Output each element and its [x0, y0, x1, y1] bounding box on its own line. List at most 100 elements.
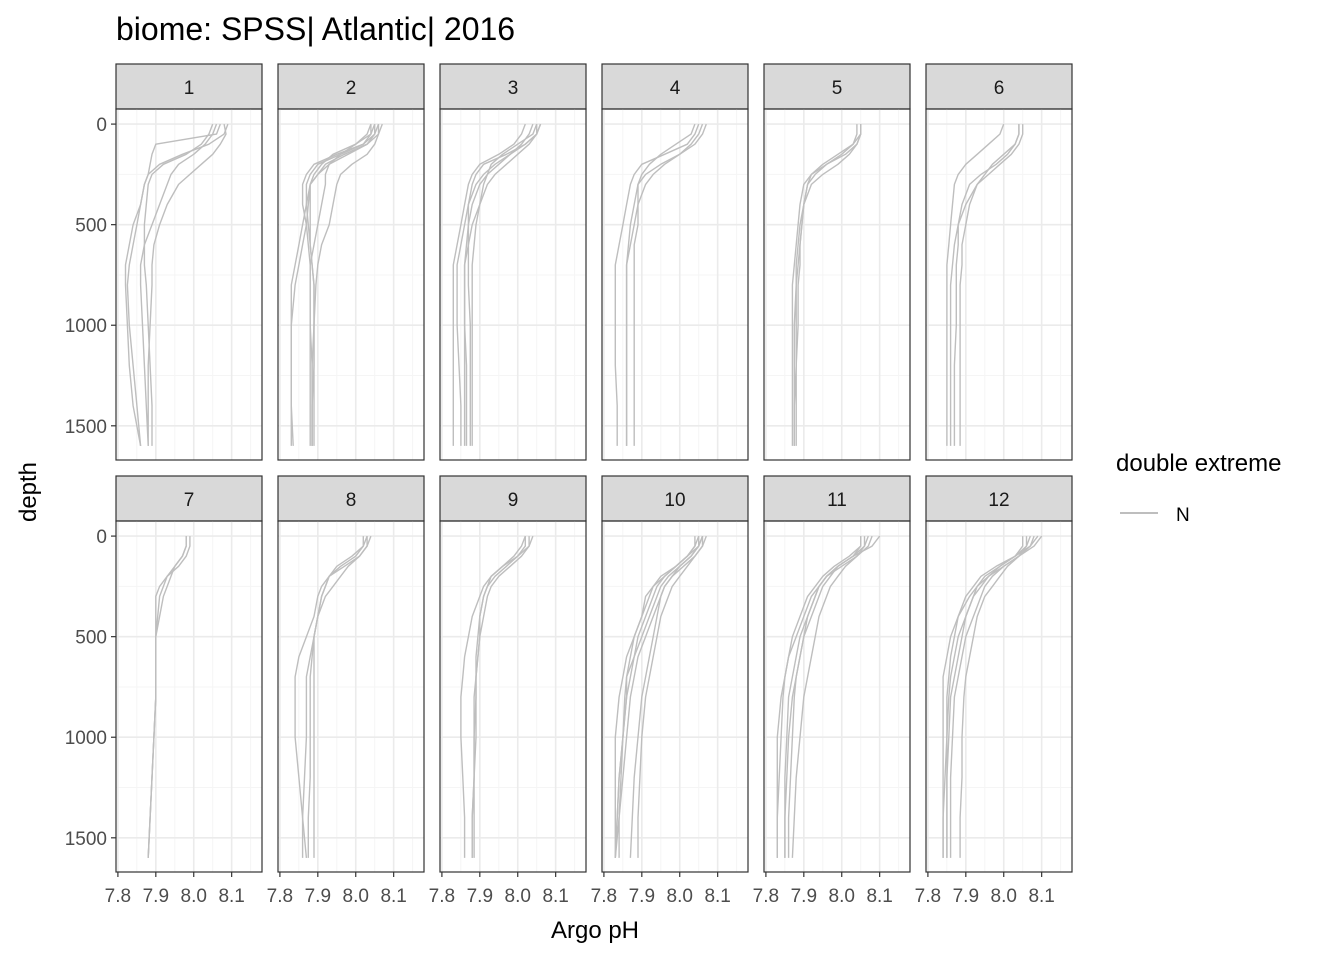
panel-border [439, 108, 587, 461]
x-tick-label: 7.8 [915, 886, 941, 907]
profile-line-6-2 [949, 124, 1024, 446]
x-tick-label: 7.9 [467, 886, 493, 907]
legend-title: double extreme [1116, 450, 1281, 477]
profile-line-11-4 [776, 536, 862, 858]
x-tick-label: 8.0 [505, 886, 531, 907]
x-axis-title: Argo pH [551, 917, 639, 944]
profile-line-3-5 [463, 124, 538, 446]
profile-line-9-4 [473, 535, 526, 858]
profile-line-9-1 [471, 536, 530, 858]
x-tick-label: 8.1 [704, 886, 730, 907]
profile-line-5-4 [793, 124, 862, 446]
x-tick-label: 8.1 [866, 886, 892, 907]
profile-line-12-6 [942, 535, 1031, 858]
profile-line-12-2 [946, 535, 1039, 858]
profile-line-1-2 [126, 123, 221, 446]
profile-line-4-1 [614, 123, 700, 446]
y-tick-label: 500 [75, 216, 107, 237]
panel-border [277, 108, 425, 461]
facet-panel-1: 1 0 500 1000 1500 [65, 63, 263, 461]
x-tick-label: 7.8 [267, 886, 293, 907]
facet-strip [601, 63, 749, 110]
facet-strip-label: 5 [832, 78, 843, 99]
facet-strip [925, 475, 1073, 522]
facet-strip [115, 63, 263, 110]
profile-line-6-4 [946, 123, 1005, 446]
profile-line-12-4 [949, 535, 1043, 858]
facet-panel-12: 12 7.8 7.9 8.0 8.1 [915, 475, 1073, 907]
y-tick-label: 1500 [65, 417, 107, 438]
profile-line-2-1 [311, 124, 380, 446]
profile-line-7-3 [147, 536, 187, 858]
profile-line-5-1 [791, 124, 862, 446]
profile-line-11-5 [787, 535, 873, 858]
x-tick-label: 8.1 [1028, 886, 1054, 907]
profile-line-2-6 [309, 123, 376, 446]
panel-border [439, 520, 587, 873]
facet-panel-9: 9 7.8 7.9 8.0 8.1 [429, 475, 587, 907]
profile-line-2-7 [290, 123, 372, 446]
facet-strip-label: 3 [508, 78, 519, 99]
profile-line-9-2 [460, 536, 526, 858]
x-tick-label: 8.0 [991, 886, 1017, 907]
y-tick-label: 500 [75, 628, 107, 649]
profile-line-10-7 [614, 535, 704, 858]
x-tick-label: 7.9 [143, 886, 169, 907]
legend: double extreme N [1116, 450, 1281, 526]
x-tick-label: 7.8 [105, 886, 131, 907]
profile-line-12-1 [942, 535, 1035, 858]
profile-line-2-5 [309, 123, 383, 446]
profile-line-1-4 [124, 123, 229, 447]
profile-line-4-2 [625, 123, 704, 446]
legend-label-n: N [1176, 505, 1190, 526]
y-tick-label: 1500 [65, 829, 107, 850]
panel-border [601, 520, 749, 873]
y-tick-label: 1000 [65, 316, 107, 337]
facet-strip-label: 6 [994, 78, 1005, 99]
x-tick-label: 8.1 [380, 886, 406, 907]
panel-border [277, 520, 425, 873]
facet-strip [763, 63, 911, 110]
profile-line-5-3 [795, 124, 858, 446]
x-tick-label: 8.1 [542, 886, 568, 907]
profile-line-6-3 [953, 124, 1020, 446]
y-tick-label: 0 [96, 527, 107, 548]
profile-line-11-3 [791, 536, 866, 858]
profile-line-1-1 [147, 123, 227, 446]
profile-line-10-1 [614, 536, 704, 858]
x-tick-label: 8.0 [181, 886, 207, 907]
facet-strip-label: 11 [827, 490, 847, 511]
facet-panel-8: 8 7.8 7.9 8.0 8.1 [267, 475, 425, 907]
x-tick-label: 8.1 [218, 886, 244, 907]
panel-border [115, 520, 263, 873]
y-tick-label: 1000 [65, 728, 107, 749]
facet-strip [763, 475, 911, 522]
profile-line-7-2 [147, 536, 191, 858]
x-tick-label: 7.9 [629, 886, 655, 907]
profile-line-3-1 [471, 123, 538, 446]
y-axis-title: depth [15, 462, 42, 522]
facet-strip-label: 2 [346, 78, 357, 99]
profile-line-9-3 [471, 535, 534, 858]
facet-strip-label: 7 [184, 490, 195, 511]
profile-line-3-4 [452, 123, 526, 446]
profile-line-7-1 [147, 536, 187, 858]
profile-line-3-6 [463, 123, 542, 446]
facet-strip [439, 63, 587, 110]
profile-line-11-6 [784, 536, 862, 858]
x-tick-label: 7.9 [305, 886, 331, 907]
panel-border [763, 520, 911, 873]
facet-strip-label: 10 [664, 490, 685, 511]
y-tick-label: 0 [96, 115, 107, 136]
panel-border [115, 108, 263, 461]
profile-line-8-4 [301, 535, 368, 858]
facet-strip [277, 475, 425, 522]
panel-border [763, 108, 911, 461]
x-tick-label: 8.0 [829, 886, 855, 907]
facet-panel-3: 3 [439, 63, 587, 461]
facet-panel-6: 6 [925, 63, 1073, 461]
x-tick-label: 8.0 [667, 886, 693, 907]
profile-line-1-3 [143, 123, 214, 446]
panel-border [925, 520, 1073, 873]
